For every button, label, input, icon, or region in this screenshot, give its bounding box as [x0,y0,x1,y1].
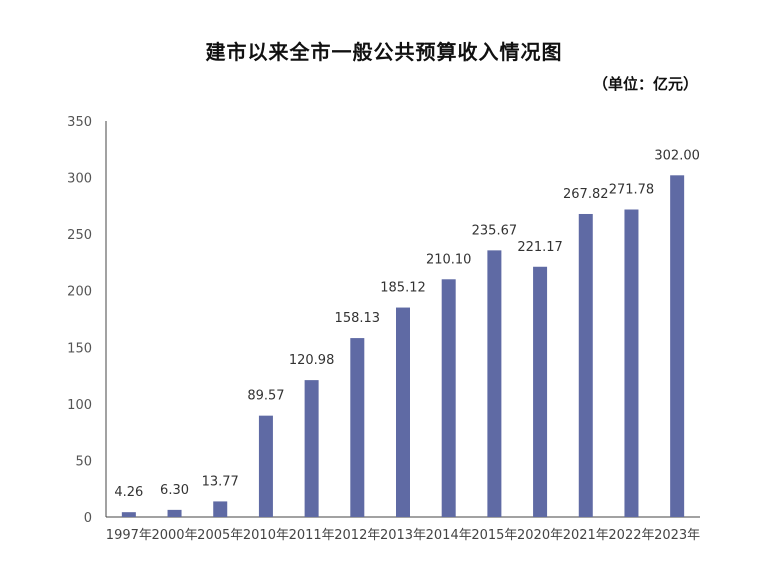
unit-label: （单位：亿元） [592,75,698,93]
x-tick-label: 2021年 [563,528,609,543]
x-tick-label: 2014年 [426,528,472,543]
bar-7 [396,307,410,517]
x-tick-label: 2023年 [654,528,700,543]
bar-13 [670,175,685,517]
y-tick-label: 200 [67,285,92,300]
x-tick-label: 2005年 [197,528,243,543]
data-label: 235.67 [472,223,518,238]
data-label: 120.98 [289,353,335,368]
x-tick-label: 2013年 [380,528,426,543]
x-tick-label: 1997年 [106,528,152,543]
bar-5 [304,380,319,517]
x-tick-label: 2022年 [608,528,654,543]
chart-title: 建市以来全市一般公共预算收入情况图 [205,40,563,64]
x-tick-label: 2000年 [151,528,197,543]
y-tick-label: 0 [84,511,92,526]
bar-8 [441,279,456,517]
data-label: 210.10 [426,252,472,267]
x-tick-label: 2011年 [289,528,335,543]
y-tick-label: 100 [67,398,92,413]
y-tick-label: 350 [67,115,92,130]
y-tick-label: 250 [67,228,92,243]
y-tick-label: 150 [67,341,92,356]
bar-4 [258,415,273,517]
bar-2 [167,509,182,517]
data-label: 4.26 [114,485,143,500]
y-tick-label: 50 [75,454,92,469]
data-label: 6.30 [160,483,189,498]
bar-10 [533,266,548,517]
data-label: 221.17 [517,240,563,255]
x-tick-label: 2020年 [517,528,563,543]
x-tick-label: 2015年 [471,528,517,543]
bar-6 [350,338,365,517]
x-tick-label: 2012年 [334,528,380,543]
data-label: 13.77 [202,474,239,489]
bar-12 [624,209,639,517]
data-label: 185.12 [380,281,426,296]
data-label: 158.13 [335,311,381,326]
bar-11 [578,213,593,517]
data-label: 302.00 [654,148,700,163]
data-label: 271.78 [609,183,655,198]
bar-3 [213,501,228,517]
data-label: 89.57 [247,389,284,404]
bar-1 [121,512,136,517]
y-tick-label: 300 [67,172,92,187]
data-label: 267.82 [563,187,609,202]
bar-9 [487,250,502,517]
x-tick-label: 2010年 [243,528,289,543]
